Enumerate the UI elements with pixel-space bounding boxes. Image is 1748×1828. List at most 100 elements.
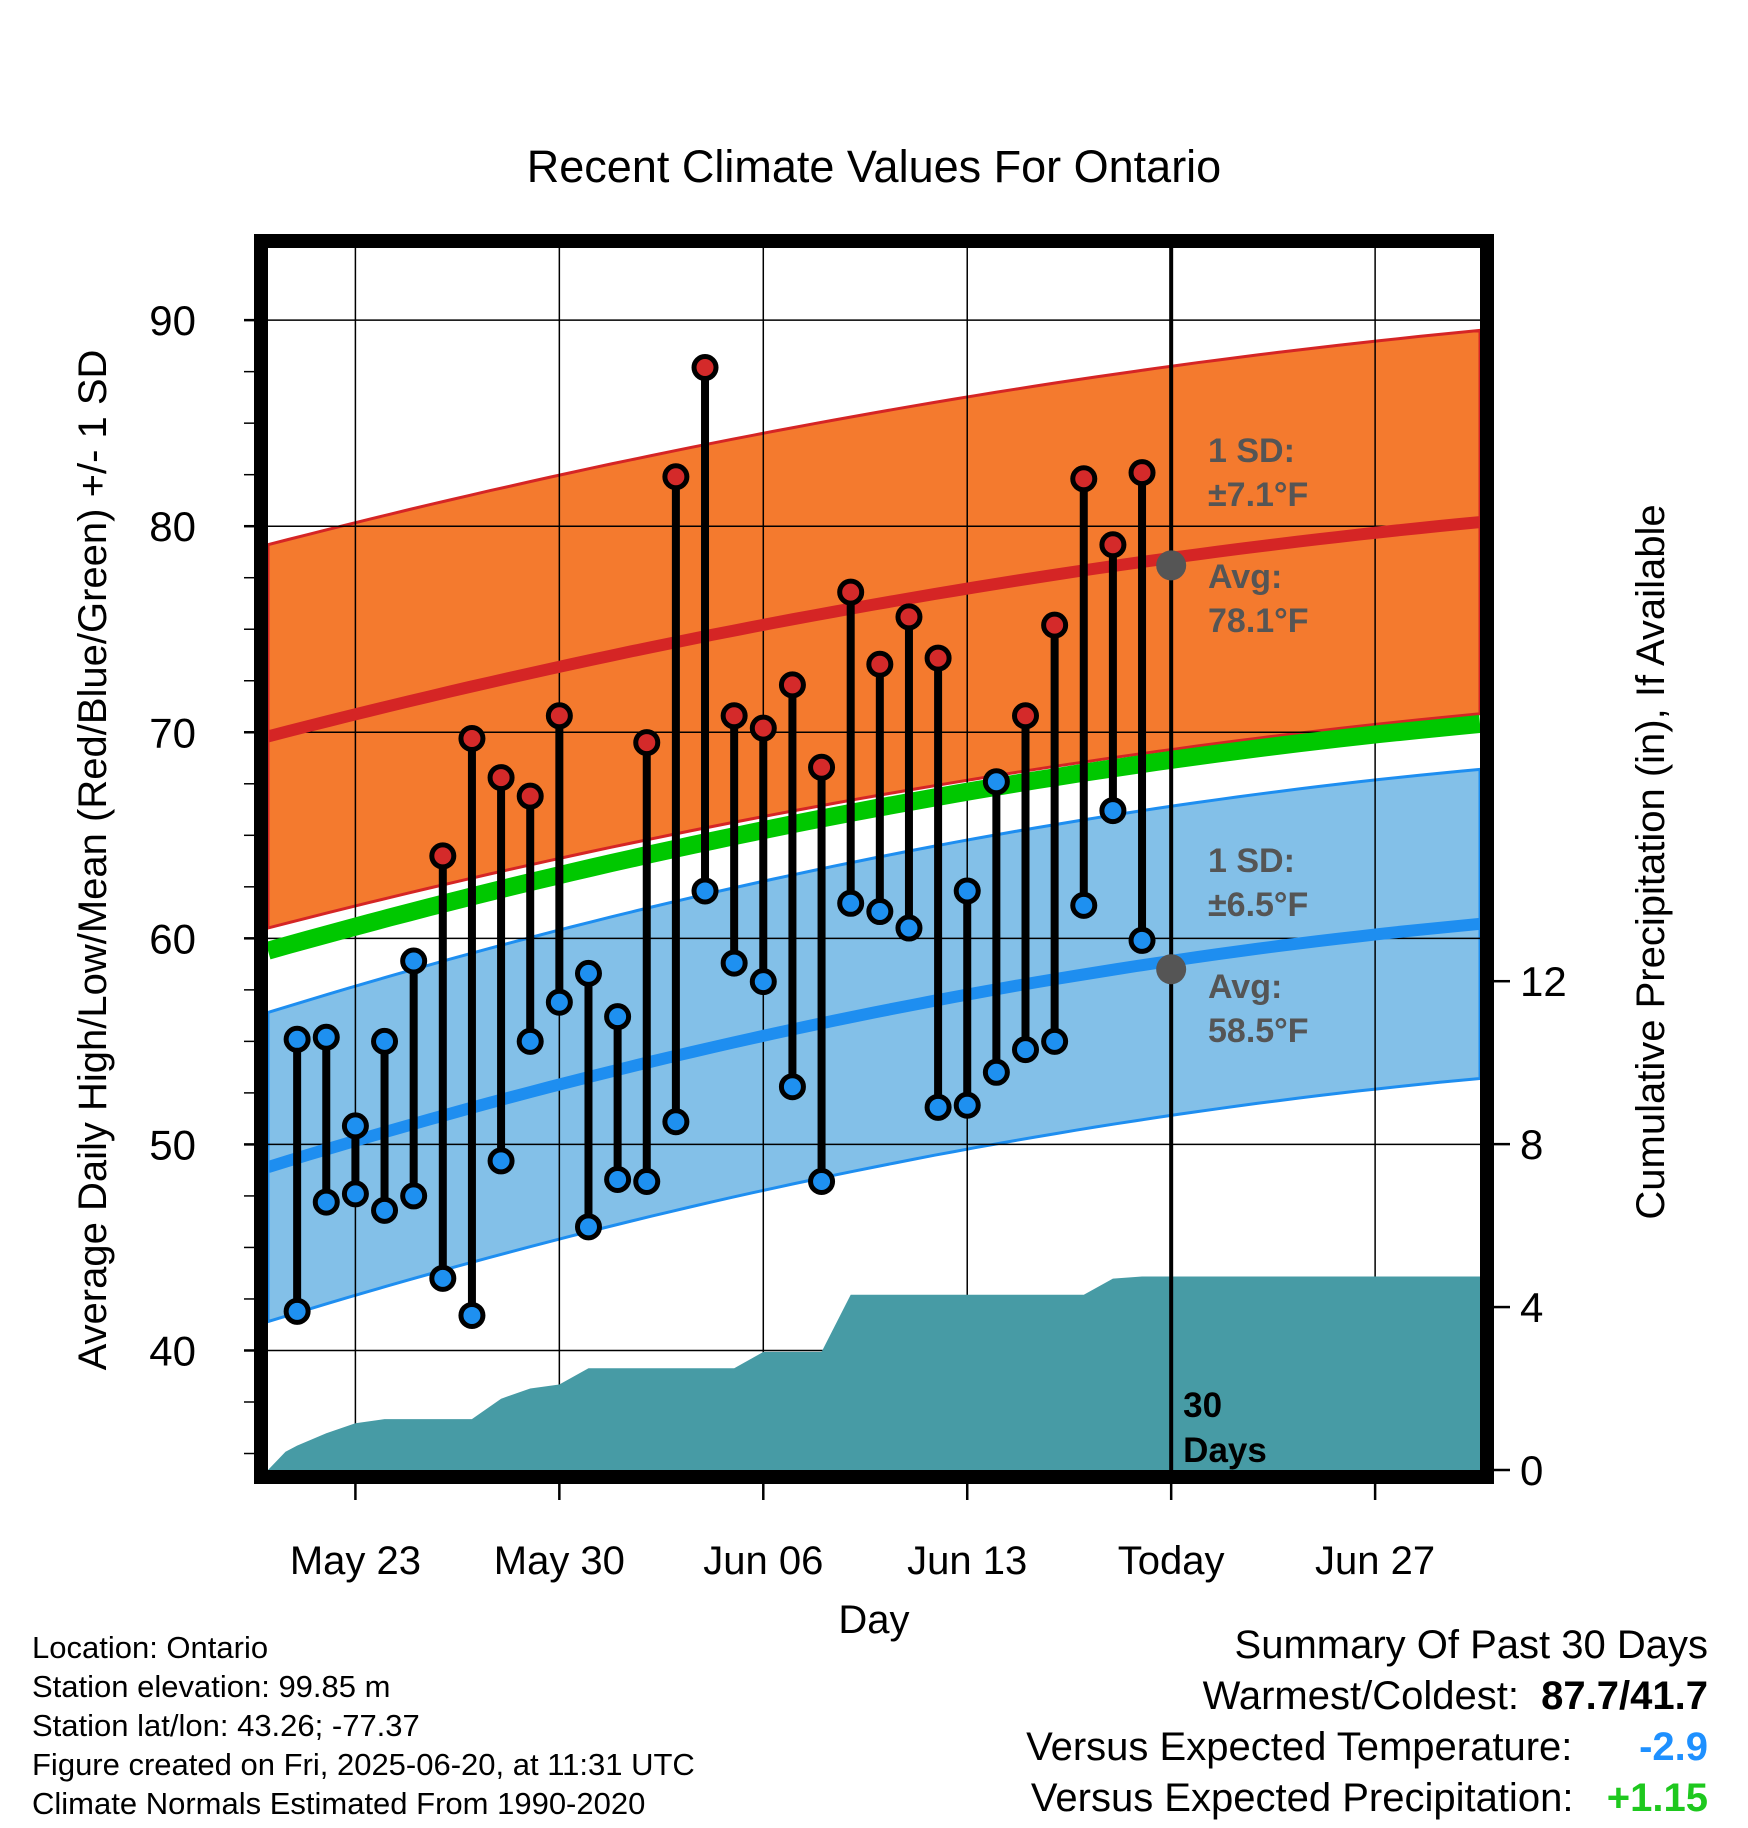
precip-value: +1.15 bbox=[1606, 1776, 1708, 1820]
high-point bbox=[866, 650, 894, 678]
high-point bbox=[1041, 611, 1069, 639]
low-point bbox=[400, 1182, 428, 1210]
y-tick-label: 90 bbox=[149, 297, 196, 344]
low-point bbox=[633, 1168, 661, 1196]
high-point bbox=[953, 877, 981, 905]
high-point bbox=[604, 1003, 632, 1031]
high-sd-annotation: 1 SD: bbox=[1208, 432, 1295, 470]
high-point bbox=[662, 463, 690, 491]
high-point bbox=[1099, 531, 1127, 559]
low-point bbox=[1070, 891, 1098, 919]
y-tick-label: 50 bbox=[149, 1121, 196, 1168]
low-point bbox=[516, 1027, 544, 1055]
x-tick-label: Jun 06 bbox=[703, 1539, 823, 1583]
low-point bbox=[720, 949, 748, 977]
y-tick-label: 70 bbox=[149, 709, 196, 756]
y-tick-label: 80 bbox=[149, 503, 196, 550]
latlon-text: Station lat/lon: 43.26; -77.37 bbox=[32, 1708, 420, 1743]
normals-text: Climate Normals Estimated From 1990-2020 bbox=[32, 1786, 646, 1821]
high-point bbox=[312, 1023, 340, 1051]
high-avg-annotation: Avg: bbox=[1208, 558, 1282, 596]
low-point bbox=[808, 1168, 836, 1196]
low-point bbox=[1099, 797, 1127, 825]
low-point bbox=[1012, 1036, 1039, 1064]
low-avg-annotation-value: 58.5°F bbox=[1208, 1012, 1309, 1050]
today-days-label-2: Days bbox=[1183, 1431, 1267, 1470]
high-point bbox=[924, 644, 952, 672]
high-avg-line bbox=[268, 516, 1480, 743]
summary-precipitation: Versus Expected Precipitation: +1.15 bbox=[1026, 1773, 1708, 1824]
low-point bbox=[691, 877, 719, 905]
low-point bbox=[1128, 926, 1156, 954]
low-point bbox=[487, 1147, 515, 1175]
low-avg-marker bbox=[1156, 954, 1187, 985]
high-point bbox=[633, 729, 661, 757]
high-point bbox=[458, 724, 486, 752]
location-text: Location: Ontario bbox=[32, 1630, 269, 1665]
low-point bbox=[341, 1180, 369, 1208]
low-point bbox=[982, 1058, 1010, 1086]
low-point bbox=[866, 898, 894, 926]
plot-frame bbox=[254, 234, 1494, 1484]
high-point bbox=[545, 702, 573, 730]
temp-value: -2.9 bbox=[1639, 1725, 1708, 1769]
low-avg-annotation: Avg: bbox=[1208, 968, 1282, 1006]
high-point bbox=[487, 764, 515, 792]
low-sd-annotation-value: ±6.5°F bbox=[1208, 886, 1308, 924]
low-point bbox=[604, 1165, 632, 1193]
high-point bbox=[1128, 459, 1156, 487]
low-point bbox=[458, 1301, 486, 1329]
y2-tick-label: 4 bbox=[1520, 1284, 1543, 1331]
chart-title: Recent Climate Values For Ontario bbox=[527, 141, 1221, 192]
summary-panel: Summary Of Past 30 Days Warmest/Coldest:… bbox=[1026, 1620, 1708, 1824]
y-tick-label: 40 bbox=[149, 1327, 196, 1374]
x-axis-label: Day bbox=[838, 1598, 909, 1642]
y2-tick-label: 0 bbox=[1520, 1447, 1543, 1494]
high-point bbox=[429, 842, 457, 870]
low-point bbox=[895, 914, 923, 942]
x-tick-label: Jun 27 bbox=[1315, 1539, 1435, 1583]
high-avg-marker bbox=[1156, 550, 1187, 581]
high-point bbox=[720, 702, 748, 730]
summary-warmest-coldest: Warmest/Coldest: 87.7/41.7 bbox=[1026, 1671, 1708, 1722]
high-point bbox=[1070, 465, 1098, 493]
low-point bbox=[953, 1091, 981, 1119]
elevation-text: Station elevation: 99.85 m bbox=[32, 1669, 391, 1704]
x-tick-label: Jun 13 bbox=[907, 1539, 1027, 1583]
high-avg-annotation-value: 78.1°F bbox=[1208, 602, 1309, 640]
x-tick-label: May 23 bbox=[290, 1539, 421, 1583]
high-point bbox=[982, 768, 1010, 796]
low-point bbox=[749, 968, 777, 996]
high-point bbox=[516, 782, 544, 810]
station-info: Location: Ontario Station elevation: 99.… bbox=[32, 1628, 695, 1823]
low-point bbox=[1041, 1027, 1069, 1055]
high-point bbox=[778, 671, 806, 699]
high-point bbox=[749, 714, 777, 742]
high-point bbox=[341, 1112, 369, 1140]
plot-area: 30 Days 1 SD: ±7.1°F Avg: 78.1°F 1 SD: ±6.5°F Av… bbox=[149, 234, 1567, 1583]
y2-tick-label: 12 bbox=[1520, 958, 1567, 1005]
precip-label: Versus Expected Precipitation: bbox=[1030, 1776, 1574, 1820]
high-sd-band bbox=[268, 328, 1480, 930]
low-point bbox=[574, 1213, 602, 1241]
high-point bbox=[837, 578, 865, 606]
temp-label: Versus Expected Temperature: bbox=[1026, 1725, 1573, 1769]
warmest-coldest-label: Warmest/Coldest: bbox=[1202, 1674, 1519, 1718]
y2-tick-label: 8 bbox=[1520, 1121, 1543, 1168]
high-point bbox=[808, 753, 836, 781]
low-point bbox=[837, 889, 865, 917]
low-sd-annotation: 1 SD: bbox=[1208, 842, 1295, 880]
x-tick-label: Today bbox=[1118, 1539, 1225, 1583]
high-point bbox=[691, 354, 719, 382]
summary-title: Summary Of Past 30 Days bbox=[1234, 1623, 1708, 1667]
y2-axis-label: Cumulative Precipitation (in), If Availa… bbox=[1629, 504, 1673, 1219]
low-point bbox=[924, 1093, 952, 1121]
low-point bbox=[662, 1108, 690, 1136]
low-point bbox=[312, 1188, 340, 1216]
today-days-label: 30 bbox=[1183, 1386, 1222, 1425]
low-point bbox=[371, 1196, 399, 1224]
x-tick-label: May 30 bbox=[494, 1539, 625, 1583]
high-sd-annotation-value: ±7.1°F bbox=[1208, 476, 1308, 514]
y-tick-label: 60 bbox=[149, 915, 196, 962]
